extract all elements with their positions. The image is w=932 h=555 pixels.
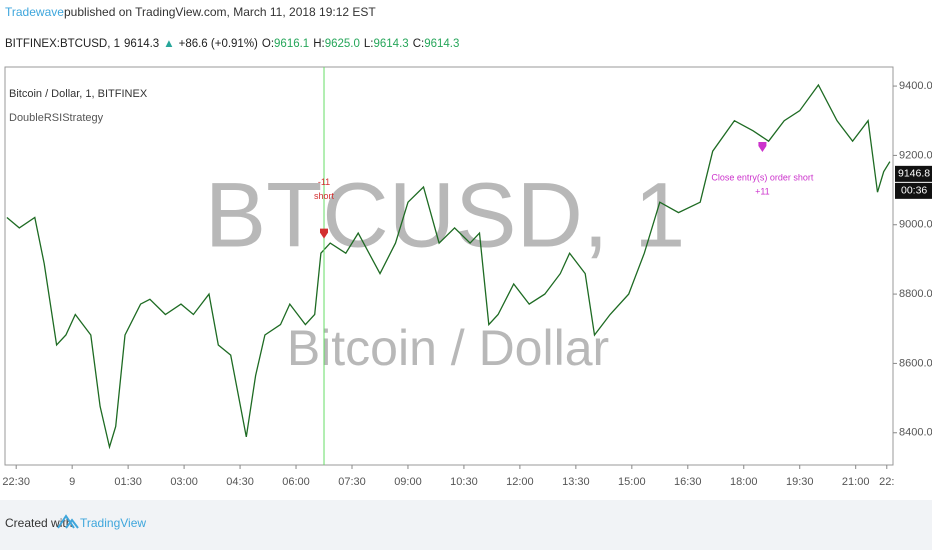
x-tick-label: 22: (879, 476, 894, 488)
x-tick-label: 12:00 (506, 476, 534, 488)
signal-text: short (314, 191, 335, 201)
header-last: 9614.3 (124, 38, 159, 50)
y-tick-label: 9000.0 (899, 219, 932, 231)
author[interactable]: Tradewave (5, 5, 64, 19)
signal-text: +11 (755, 186, 770, 196)
x-tick-label: 09:00 (394, 476, 422, 488)
price-line (6, 83, 891, 450)
x-tick-label: 03:00 (170, 476, 198, 488)
header-c-label: C: (413, 38, 425, 50)
published: published on TradingView.com, March 11, … (64, 5, 376, 19)
x-tick-label: 19:30 (786, 476, 814, 488)
signal-marker (320, 228, 329, 239)
strategy-name: DoubleRSIStrategy (9, 112, 104, 124)
header-l-label: L: (364, 38, 374, 50)
y-tick-label: 8800.0 (899, 288, 932, 300)
x-tick-label: 10:30 (450, 476, 478, 488)
header-o-label: O: (262, 38, 274, 50)
x-tick-label: 9 (69, 476, 75, 488)
price-tag-label: 9146.8 (898, 168, 930, 180)
header-o: 9616.1 (274, 38, 309, 50)
x-tick-label: 04:30 (226, 476, 254, 488)
legend-title: Bitcoin / Dollar, 1, BITFINEX (9, 88, 148, 100)
header-c: 9614.3 (424, 38, 459, 50)
header-change: +86.6 (+0.91%) (179, 38, 258, 50)
countdown-tag (895, 182, 932, 199)
header-h-label: H: (313, 38, 325, 50)
plot-frame (4, 66, 894, 466)
x-tick-label: 06:00 (282, 476, 310, 488)
y-tick-label: 9400.0 (899, 80, 932, 92)
watermark: BTCUSD, 1 (205, 164, 686, 266)
header-h: 9625.0 (325, 38, 360, 50)
header-arrow: ▲ (163, 38, 174, 50)
header-l: 9614.3 (374, 38, 409, 50)
brand[interactable]: TradingView (80, 516, 146, 530)
signal-qty: -11 (318, 177, 330, 187)
watermark-sub: Bitcoin / Dollar (287, 320, 609, 376)
logo (57, 514, 79, 529)
x-tick-label: 22:30 (2, 476, 30, 488)
countdown-label: 00:36 (901, 185, 927, 197)
y-tick-label: 8600.0 (899, 357, 932, 369)
footer-bar (0, 500, 932, 550)
x-tick-label: 21:00 (842, 476, 870, 488)
header-symbol: BITFINEX:BTCUSD, 1 (5, 38, 120, 50)
x-tick-label: 18:00 (730, 476, 758, 488)
footer-text: Created with (5, 516, 72, 530)
signal-qty: Close entry(s) order short (711, 172, 814, 182)
x-tick-label: 15:00 (618, 476, 646, 488)
x-tick-label: 13:30 (562, 476, 590, 488)
symbol-line: BITFINEX:BTCUSD, 1 9614.3 ▲ +86.6 (+0.91%) O… (5, 38, 459, 50)
price-tag (895, 165, 932, 182)
y-tick-label: 9200.0 (899, 149, 932, 161)
x-tick-label: 01:30 (114, 476, 142, 488)
x-tick-label: 07:30 (338, 476, 366, 488)
signal-marker (758, 141, 767, 152)
y-tick-label: 8400.0 (899, 427, 932, 439)
x-tick-label: 16:30 (674, 476, 702, 488)
